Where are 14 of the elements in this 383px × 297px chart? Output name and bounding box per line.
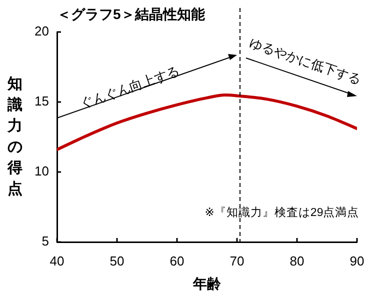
y-axis-title: 知識力の得点 <box>6 76 22 198</box>
y-tick-label: 10 <box>34 164 49 179</box>
x-tick-label: 60 <box>170 253 184 268</box>
x-tick-label: 90 <box>350 253 364 268</box>
y-tick-label: 15 <box>34 94 49 109</box>
y-tick-label: 20 <box>34 24 49 39</box>
x-tick-label: 80 <box>290 253 304 268</box>
y-tick-label: 5 <box>42 234 49 249</box>
chart-title: ＜グラフ5＞結晶性知能 <box>57 6 206 22</box>
annotation: ゆるやかに低下する <box>248 35 364 88</box>
x-tick-label: 70 <box>230 253 244 268</box>
x-tick-label: 40 <box>50 253 64 268</box>
x-tick-label: 50 <box>110 253 124 268</box>
x-axis-title: 年齢 <box>192 275 222 292</box>
